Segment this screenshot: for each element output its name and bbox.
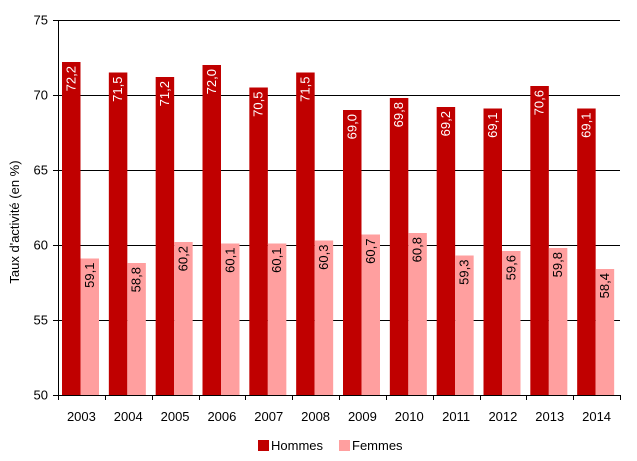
bar-femmes-2008 bbox=[314, 240, 334, 395]
y-tick-label-65: 65 bbox=[34, 163, 48, 178]
value-label-hommes-2014: 69,1 bbox=[578, 113, 593, 138]
value-label-hommes-2003: 72,2 bbox=[63, 66, 78, 91]
value-label-hommes-2009: 69,0 bbox=[344, 114, 359, 139]
value-label-hommes-2006: 72,0 bbox=[204, 69, 219, 94]
bar-femmes-2009 bbox=[361, 234, 380, 395]
bar-hommes-2006 bbox=[202, 65, 221, 395]
bar-femmes-2003 bbox=[80, 258, 99, 395]
bar-hommes-2005 bbox=[155, 77, 175, 395]
value-label-femmes-2005: 60,2 bbox=[175, 246, 190, 271]
bar-femmes-2014 bbox=[595, 269, 615, 395]
value-label-hommes-2013: 70,6 bbox=[532, 90, 547, 115]
value-label-femmes-2003: 59,1 bbox=[82, 263, 97, 288]
x-tick-label-2010: 2010 bbox=[395, 409, 424, 424]
bar-femmes-2012 bbox=[502, 251, 521, 395]
value-label-hommes-2004: 71,5 bbox=[110, 77, 125, 102]
axes bbox=[53, 20, 621, 400]
value-label-femmes-2011: 59,3 bbox=[456, 260, 471, 285]
value-label-femmes-2009: 60,7 bbox=[363, 239, 378, 264]
value-label-femmes-2004: 58,8 bbox=[129, 267, 144, 292]
bar-hommes-2013 bbox=[530, 86, 549, 395]
value-label-hommes-2010: 69,8 bbox=[391, 102, 406, 127]
legend-swatch-femmes bbox=[339, 440, 350, 451]
legend-swatch-hommes bbox=[258, 440, 269, 451]
x-tick-label-2014: 2014 bbox=[582, 409, 611, 424]
x-tick-label-2006: 2006 bbox=[207, 409, 236, 424]
value-label-hommes-2008: 71,5 bbox=[297, 77, 312, 102]
bars bbox=[62, 62, 615, 395]
value-label-hommes-2005: 71,2 bbox=[157, 81, 172, 106]
bar-hommes-2007 bbox=[249, 87, 268, 395]
x-tick-label-2007: 2007 bbox=[254, 409, 283, 424]
y-tick-label-70: 70 bbox=[34, 88, 48, 103]
value-label-femmes-2007: 60,1 bbox=[269, 248, 284, 273]
bar-hommes-2004 bbox=[108, 72, 128, 395]
value-label-femmes-2010: 60,8 bbox=[410, 237, 425, 262]
legend: Hommes Femmes bbox=[258, 438, 403, 453]
value-label-hommes-2007: 70,5 bbox=[251, 92, 266, 117]
x-tick-label-2008: 2008 bbox=[301, 409, 330, 424]
value-label-femmes-2008: 60,3 bbox=[316, 245, 331, 270]
x-tick-label-2011: 2011 bbox=[442, 409, 470, 424]
bar-femmes-2007 bbox=[267, 243, 287, 395]
x-tick-label-2013: 2013 bbox=[535, 409, 564, 424]
y-tick-label-55: 55 bbox=[34, 313, 48, 328]
legend-label-femmes: Femmes bbox=[352, 438, 403, 453]
bar-hommes-2011 bbox=[436, 107, 456, 395]
value-label-femmes-2006: 60,1 bbox=[222, 248, 237, 273]
y-axis-title: Taux d'activité (en %) bbox=[7, 160, 22, 283]
x-tick-label-2003: 2003 bbox=[67, 409, 96, 424]
bar-hommes-2008 bbox=[296, 72, 315, 395]
bar-femmes-2005 bbox=[174, 242, 193, 395]
bar-femmes-2013 bbox=[548, 248, 568, 395]
value-label-hommes-2012: 69,1 bbox=[485, 113, 500, 138]
bar-femmes-2004 bbox=[127, 263, 146, 395]
value-label-femmes-2014: 58,4 bbox=[597, 273, 612, 298]
bar-hommes-2014 bbox=[577, 108, 596, 395]
bar-hommes-2003 bbox=[62, 62, 81, 395]
bar-femmes-2011 bbox=[455, 255, 474, 395]
value-label-hommes-2011: 69,2 bbox=[438, 111, 453, 136]
grid bbox=[58, 20, 620, 321]
bar-hommes-2012 bbox=[483, 108, 502, 395]
bar-femmes-2006 bbox=[221, 243, 240, 395]
legend-label-hommes: Hommes bbox=[271, 438, 324, 453]
bar-femmes-2010 bbox=[408, 233, 427, 395]
x-tick-label-2012: 2012 bbox=[488, 409, 517, 424]
x-tick-label-2004: 2004 bbox=[114, 409, 143, 424]
x-tick-label-2009: 2009 bbox=[348, 409, 377, 424]
bar-hommes-2010 bbox=[389, 98, 409, 395]
x-tick-label-2005: 2005 bbox=[161, 409, 190, 424]
y-tick-label-75: 75 bbox=[34, 13, 48, 28]
y-tick-label-60: 60 bbox=[34, 238, 48, 253]
value-label-femmes-2012: 59,6 bbox=[503, 255, 518, 280]
bar-hommes-2009 bbox=[343, 110, 362, 395]
value-label-femmes-2013: 59,8 bbox=[550, 252, 565, 277]
y-tick-label-50: 50 bbox=[34, 388, 48, 403]
x-tick-labels: 2003 2004 2005 2006 2007 2008 2009 2010 2011 2012… bbox=[67, 409, 611, 424]
value-labels: 72,2 71,5 71,2 72,0 70,5 71,5 69,0 69,8 69,2 69,1… bbox=[63, 66, 612, 298]
y-tick-labels: 50 55 60 65 70 75 bbox=[34, 13, 48, 403]
